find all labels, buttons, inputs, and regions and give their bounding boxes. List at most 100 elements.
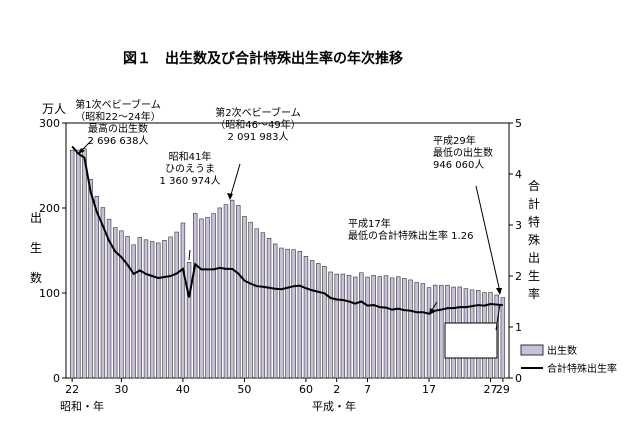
- h29-tfr-box: [444, 322, 498, 359]
- birth-bar-H19: [439, 285, 444, 379]
- birth-bar-H3: [340, 273, 346, 379]
- birth-bar-H29: [500, 297, 506, 379]
- birth-bar-S61: [309, 260, 315, 379]
- birth-bar-S28: [106, 218, 112, 379]
- birth-bar-S42: [193, 213, 198, 379]
- birth-bar-H13: [402, 278, 407, 379]
- heisei-caption: 平成・年: [312, 399, 356, 413]
- left-axis-label: 出生数: [30, 211, 42, 285]
- birth-bar-H11: [389, 277, 395, 379]
- birth-bar-H8: [371, 275, 376, 379]
- birth-bar-S50: [242, 216, 247, 379]
- x-tick-label-2: 2: [333, 383, 340, 396]
- annotation-hinoe: 昭和41年ひのえうま 1 360 974人: [160, 150, 221, 187]
- birth-bar-S30: [119, 230, 124, 379]
- birth-bar-H1: [328, 271, 333, 379]
- annotation-h17: 平成17年最低の合計特殊出生率 1.26: [348, 217, 473, 242]
- legend-line-label: 合計特殊出生率: [547, 362, 617, 375]
- birth-bar-S22: [69, 149, 75, 379]
- birth-bar-S57: [285, 248, 290, 379]
- birth-bar-S55: [272, 243, 278, 379]
- birth-bar-S29: [113, 227, 118, 379]
- birth-bar-H2: [334, 273, 339, 379]
- left-axis-unit: 万人: [42, 102, 66, 116]
- left-tick-label-0: 0: [53, 372, 60, 385]
- birth-bar-S59: [297, 251, 303, 379]
- annotation-h29births: 平成29年最低の出生数 946 060人: [433, 134, 493, 171]
- birth-bar-S53: [260, 232, 266, 379]
- birth-bar-S52: [254, 228, 259, 379]
- birth-bar-S40: [180, 222, 186, 379]
- right-tick-label-0: 0: [515, 372, 522, 385]
- birth-bar-H4: [346, 274, 352, 379]
- birth-bar-S34: [143, 239, 149, 379]
- x-tick-label-60: 60: [299, 383, 313, 396]
- legend: 出生数 合計特殊出生率: [520, 344, 617, 375]
- right-tick-label-4: 4: [515, 168, 522, 181]
- x-tick-label-50: 50: [237, 383, 251, 396]
- birth-bar-S25: [88, 178, 93, 379]
- x-tick-label-17: 17: [422, 383, 436, 396]
- birth-bar-H16: [420, 283, 426, 379]
- birth-bar-H14: [408, 279, 413, 379]
- birth-bar-H15: [414, 282, 419, 379]
- birth-bar-S51: [248, 221, 253, 379]
- birth-bar-H17: [426, 287, 432, 379]
- right-tick-label-3: 3: [515, 219, 522, 232]
- birth-bar-S41: [186, 262, 192, 379]
- x-tick-label-22: 22: [65, 383, 79, 396]
- birth-bar-S46: [217, 207, 223, 379]
- birth-bar-S26: [94, 195, 99, 379]
- birth-bar-S63: [322, 266, 327, 379]
- arrow-heads: [78, 148, 502, 315]
- x-tick-label-29: 29: [496, 383, 510, 396]
- birth-bar-S38: [168, 236, 173, 379]
- birth-bar-S23: [76, 149, 81, 379]
- x-tick-label-7: 7: [364, 383, 371, 396]
- birth-bar-S24: [82, 148, 87, 379]
- birth-bar-S47: [223, 204, 229, 379]
- birth-bar-S36: [156, 242, 161, 379]
- x-tick-label-30: 30: [114, 383, 128, 396]
- birth-bar-H9: [377, 276, 382, 379]
- birth-bar-S45: [211, 213, 216, 379]
- birth-bar-S27: [100, 207, 106, 379]
- chart-title: 図１ 出生数及び合計特殊出生率の年次推移: [123, 50, 403, 67]
- birth-bar-S44: [205, 217, 210, 379]
- birth-bar-S32: [131, 244, 136, 379]
- birth-bar-H7: [365, 276, 370, 379]
- birth-bar-S37: [162, 240, 167, 379]
- right-tick-label-5: 5: [515, 117, 522, 130]
- birth-bar-H12: [396, 276, 401, 379]
- x-tick-label-27: 27: [484, 383, 498, 396]
- birth-bars: [69, 148, 506, 379]
- annotation-boom1: 第1次ベビーブーム（昭和22～24年）最高の出生数 2 696 638人: [75, 98, 160, 147]
- birth-bar-S54: [266, 238, 272, 379]
- left-axis-label-text: 出生数: [30, 211, 42, 285]
- birth-bar-H6: [359, 272, 364, 379]
- right-tick-label-2: 2: [515, 270, 522, 283]
- left-tick-label-300: 300: [39, 117, 60, 130]
- birth-bar-S48: [229, 199, 235, 379]
- birth-bar-S49: [236, 205, 241, 379]
- birth-bar-H10: [383, 275, 389, 379]
- birth-bar-S43: [199, 218, 204, 379]
- showa-caption: 昭和・年: [60, 399, 104, 413]
- birth-bar-S60: [303, 255, 309, 379]
- x-tick-label-40: 40: [176, 383, 190, 396]
- legend-bar-label: 出生数: [547, 344, 577, 357]
- birth-bar-S33: [137, 237, 143, 379]
- right-tick-label-1: 1: [515, 321, 522, 334]
- birth-bar-H18: [432, 284, 438, 379]
- legend-bar-swatch: [520, 344, 544, 356]
- birth-bar-S56: [279, 247, 284, 379]
- birth-bar-S62: [316, 263, 321, 379]
- birth-bar-S39: [174, 231, 179, 379]
- birth-bar-H5: [352, 276, 358, 379]
- right-axis-label-text: 合計特殊出生率: [528, 178, 540, 301]
- right-axis-label: 合計特殊出生率: [528, 178, 540, 301]
- annotation-boom2: 第2次ベビーブーム（昭和46～49年） 2 091 983人: [215, 106, 300, 143]
- birth-bar-S35: [149, 241, 155, 379]
